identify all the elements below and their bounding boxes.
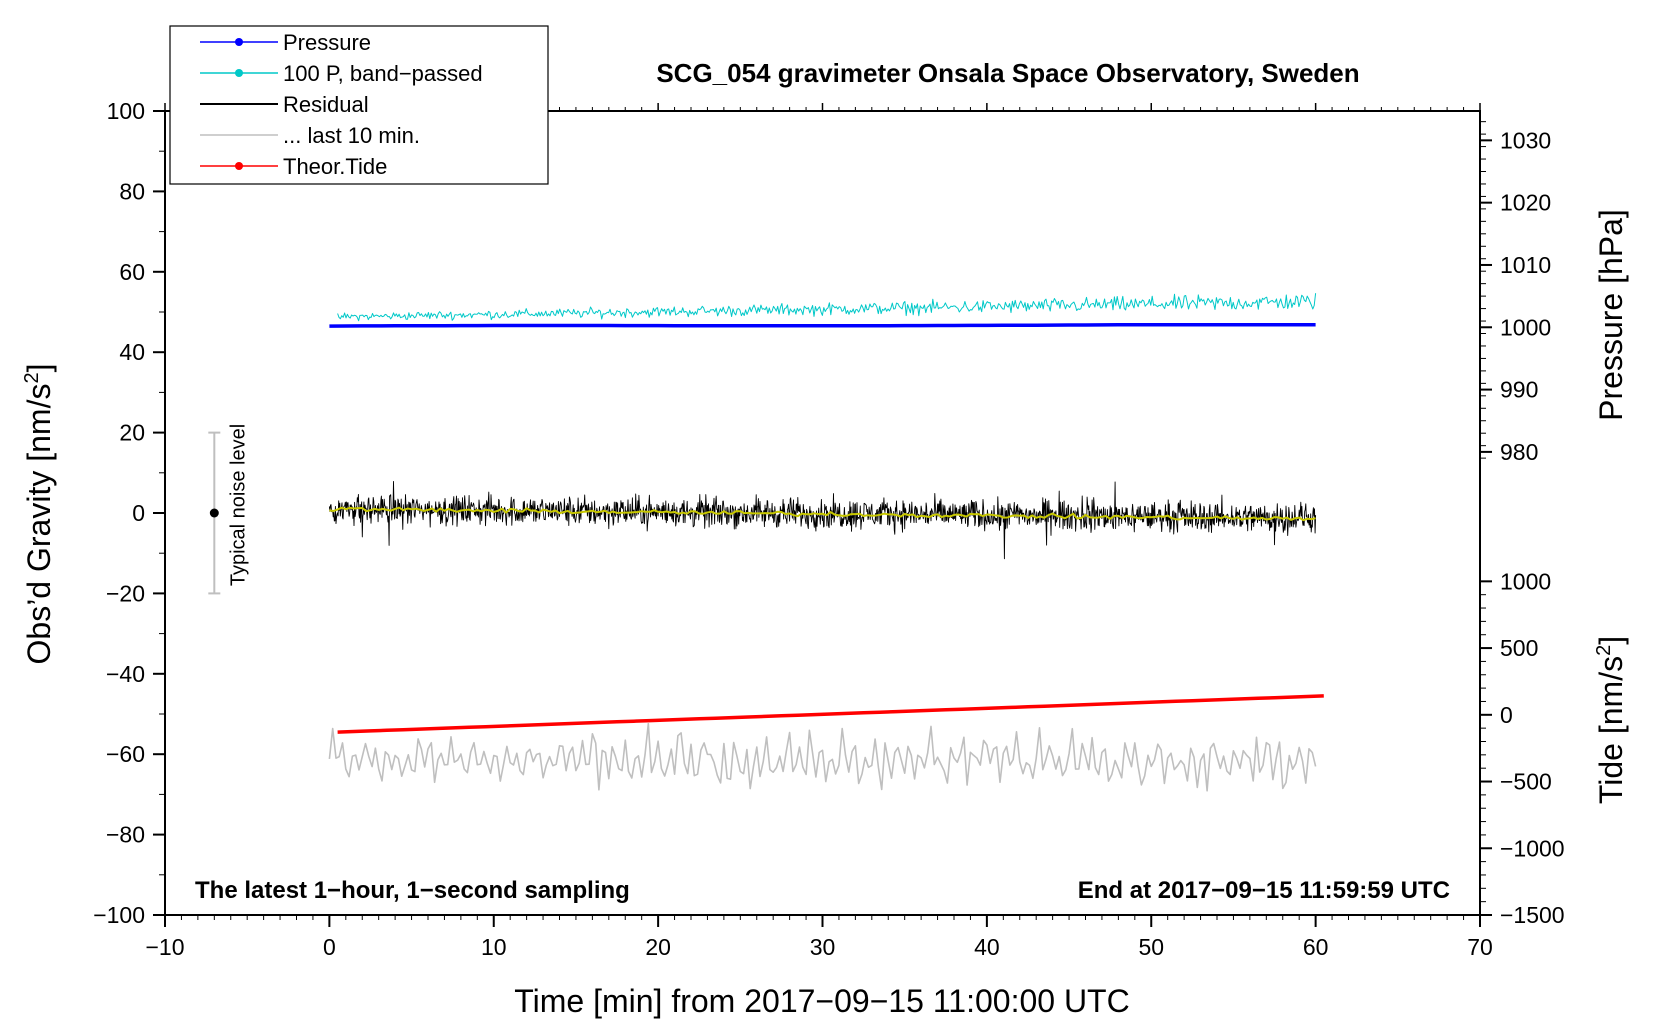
- minor-ticks: [159, 107, 1486, 920]
- annotation-end-time: End at 2017−09−15 11:59:59 UTC: [1078, 877, 1450, 904]
- noise-level-indicator: [208, 431, 221, 595]
- legend-label: Theor.Tide: [283, 154, 387, 179]
- x-tick-label: 40: [974, 934, 1000, 960]
- tide-tick-label: −1500: [1500, 902, 1565, 928]
- series-residual-line: [328, 480, 1317, 560]
- noise-level-label: Typical noise level: [227, 424, 249, 586]
- y-axis-title-gravity: Obs’d Gravity [nm/s2]: [21, 364, 57, 665]
- y-axis-title-pressure: Pressure [hPa]: [1593, 209, 1629, 421]
- legend-label: ... last 10 min.: [283, 123, 420, 148]
- y-axis-title-gravity-main: Obs’d Gravity [nm/s: [21, 384, 57, 665]
- series-layer: [328, 293, 1324, 792]
- y-tick-label: −60: [106, 741, 145, 767]
- y-tick-label: 80: [119, 178, 145, 204]
- pressure-tick-label: 980: [1500, 439, 1538, 465]
- tide-tick-label: 0: [1500, 702, 1513, 728]
- y-tick-label: 20: [119, 420, 145, 446]
- y-axis-title-gravity-end: ]: [21, 364, 57, 373]
- tide-tick-label: 1000: [1500, 568, 1551, 594]
- series-last-10-min-line: [328, 722, 1317, 792]
- pressure-tick-label: 1030: [1500, 127, 1551, 153]
- y-axis-title-tide-end: ]: [1593, 636, 1629, 645]
- x-tick-label: 30: [810, 934, 836, 960]
- legend-swatch-marker: [235, 69, 243, 77]
- legend-label: Residual: [283, 92, 369, 117]
- tide-axis-ticks: 1000 500 0 −500 −1000 −1500: [1480, 568, 1565, 928]
- series-theoretical-tide-line: [337, 694, 1324, 734]
- x-tick-label: 20: [645, 934, 671, 960]
- legend-swatch-marker: [235, 38, 243, 46]
- legend-label: 100 P, band−passed: [283, 61, 483, 86]
- y-tick-label: −100: [93, 902, 145, 928]
- y-tick-label: 60: [119, 259, 145, 285]
- tide-tick-label: 500: [1500, 635, 1538, 661]
- pressure-tick-label: 1000: [1500, 314, 1551, 340]
- series-residual-smoothed-line: [329, 506, 1316, 522]
- legend-label: Pressure: [283, 30, 371, 55]
- tide-tick-label: −1000: [1500, 835, 1565, 861]
- x-axis-title: Time [min] from 2017−09−15 11:00:00 UTC: [514, 983, 1129, 1019]
- y-axis-title-tide-main: Tide [nm/s: [1593, 656, 1629, 804]
- legend-swatch-marker: [235, 162, 243, 170]
- x-tick-label: −10: [145, 934, 184, 960]
- y-tick-label: 40: [119, 339, 145, 365]
- y-tick-label: −80: [106, 822, 145, 848]
- x-tick-label: 10: [481, 934, 507, 960]
- y-tick-label: −20: [106, 580, 145, 606]
- pressure-tick-label: 1020: [1500, 190, 1551, 216]
- tide-tick-label: −500: [1500, 769, 1552, 795]
- y-axis-title-tide-sup: 2: [1593, 645, 1615, 656]
- y-axis-title-tide: Tide [nm/s2]: [1593, 636, 1629, 804]
- y-tick-label: 0: [132, 500, 145, 526]
- x-axis-ticks: −10 0 10 20 30 40 50 60 70: [145, 103, 1493, 960]
- noise-bar-center-dot: [209, 508, 219, 518]
- pressure-tick-label: 1010: [1500, 252, 1551, 278]
- legend: Pressure 100 P, band−passed Residual ... la…: [169, 25, 549, 185]
- x-tick-label: 70: [1467, 934, 1493, 960]
- x-tick-label: 0: [323, 934, 336, 960]
- y-axis-title-gravity-sup: 2: [21, 372, 43, 383]
- pressure-tick-label: 990: [1500, 377, 1538, 403]
- x-tick-label: 50: [1138, 934, 1164, 960]
- series-band-passed-pressure-line: [337, 293, 1317, 322]
- x-tick-label: 60: [1303, 934, 1329, 960]
- chart-title: SCG_054 gravimeter Onsala Space Observat…: [656, 58, 1359, 88]
- annotation-sampling: The latest 1−hour, 1−second sampling: [195, 877, 630, 904]
- pressure-axis-ticks: 1030 1020 1010 1000 990 980: [1480, 127, 1551, 465]
- y-axis-ticks: 100 80 60 40 20 0 −20 −40 −60 −80 −100: [93, 98, 165, 928]
- y-tick-label: −40: [106, 661, 145, 687]
- y-tick-label: 100: [107, 98, 145, 124]
- series-pressure-line: [329, 322, 1316, 328]
